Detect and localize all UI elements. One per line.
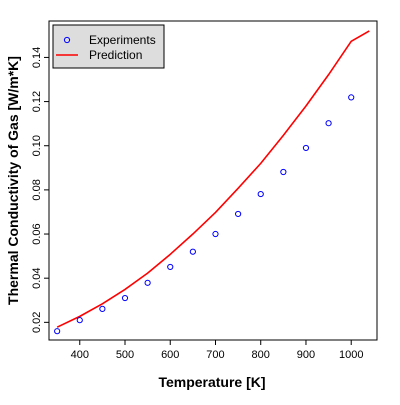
experiment-point xyxy=(302,144,310,152)
x-axis-title: Temperature [K] xyxy=(158,374,265,390)
experiment-point xyxy=(348,94,355,101)
y-axis-title: Thermal Conductivity of Gas [W/m*K] xyxy=(5,56,21,305)
experiment-point xyxy=(144,279,151,286)
prediction-line xyxy=(56,30,370,328)
plot-frame xyxy=(48,20,378,341)
y-tick-label: 0.06 xyxy=(31,223,43,244)
experiment-point xyxy=(189,248,196,255)
experiment-point xyxy=(280,168,287,176)
y-tick-label: 0.14 xyxy=(31,47,43,68)
x-tick-label: 900 xyxy=(297,349,315,361)
experiment-point xyxy=(167,263,174,271)
y-tick-label: 0.02 xyxy=(31,312,43,333)
x-tick-label: 1000 xyxy=(339,349,363,361)
experiment-point xyxy=(212,230,219,238)
experiment-point xyxy=(54,328,61,335)
series-layer xyxy=(54,30,370,335)
experiment-point xyxy=(325,120,332,127)
experiment-point xyxy=(76,317,83,324)
experiment-point xyxy=(257,190,264,198)
y-tick-label: 0.08 xyxy=(31,179,43,200)
x-tick-label: 500 xyxy=(116,349,134,361)
y-tick-label: 0.10 xyxy=(31,135,43,156)
y-tick-label: 0.04 xyxy=(31,267,43,288)
experiment-point xyxy=(99,305,106,312)
x-tick-label: 600 xyxy=(161,349,179,361)
y-tick-label: 0.12 xyxy=(31,91,43,112)
x-tick-label: 800 xyxy=(252,349,270,361)
x-tick-label: 700 xyxy=(206,349,224,361)
y-axis: 0.02 0.04 0.06 0.08 0.10 0.12 0.14 xyxy=(31,47,49,333)
legend-marker-experiments xyxy=(63,36,71,44)
legend-label-prediction: Prediction xyxy=(89,48,142,62)
legend-label-experiments: Experiments xyxy=(89,33,156,47)
x-tick-label: 400 xyxy=(71,349,89,361)
legend-box xyxy=(52,24,165,69)
x-axis: 400 500 600 700 800 900 1000 xyxy=(71,340,363,361)
experiment-point xyxy=(121,294,129,302)
legend: Experiments Prediction xyxy=(52,24,165,69)
experiment-point xyxy=(235,210,242,218)
